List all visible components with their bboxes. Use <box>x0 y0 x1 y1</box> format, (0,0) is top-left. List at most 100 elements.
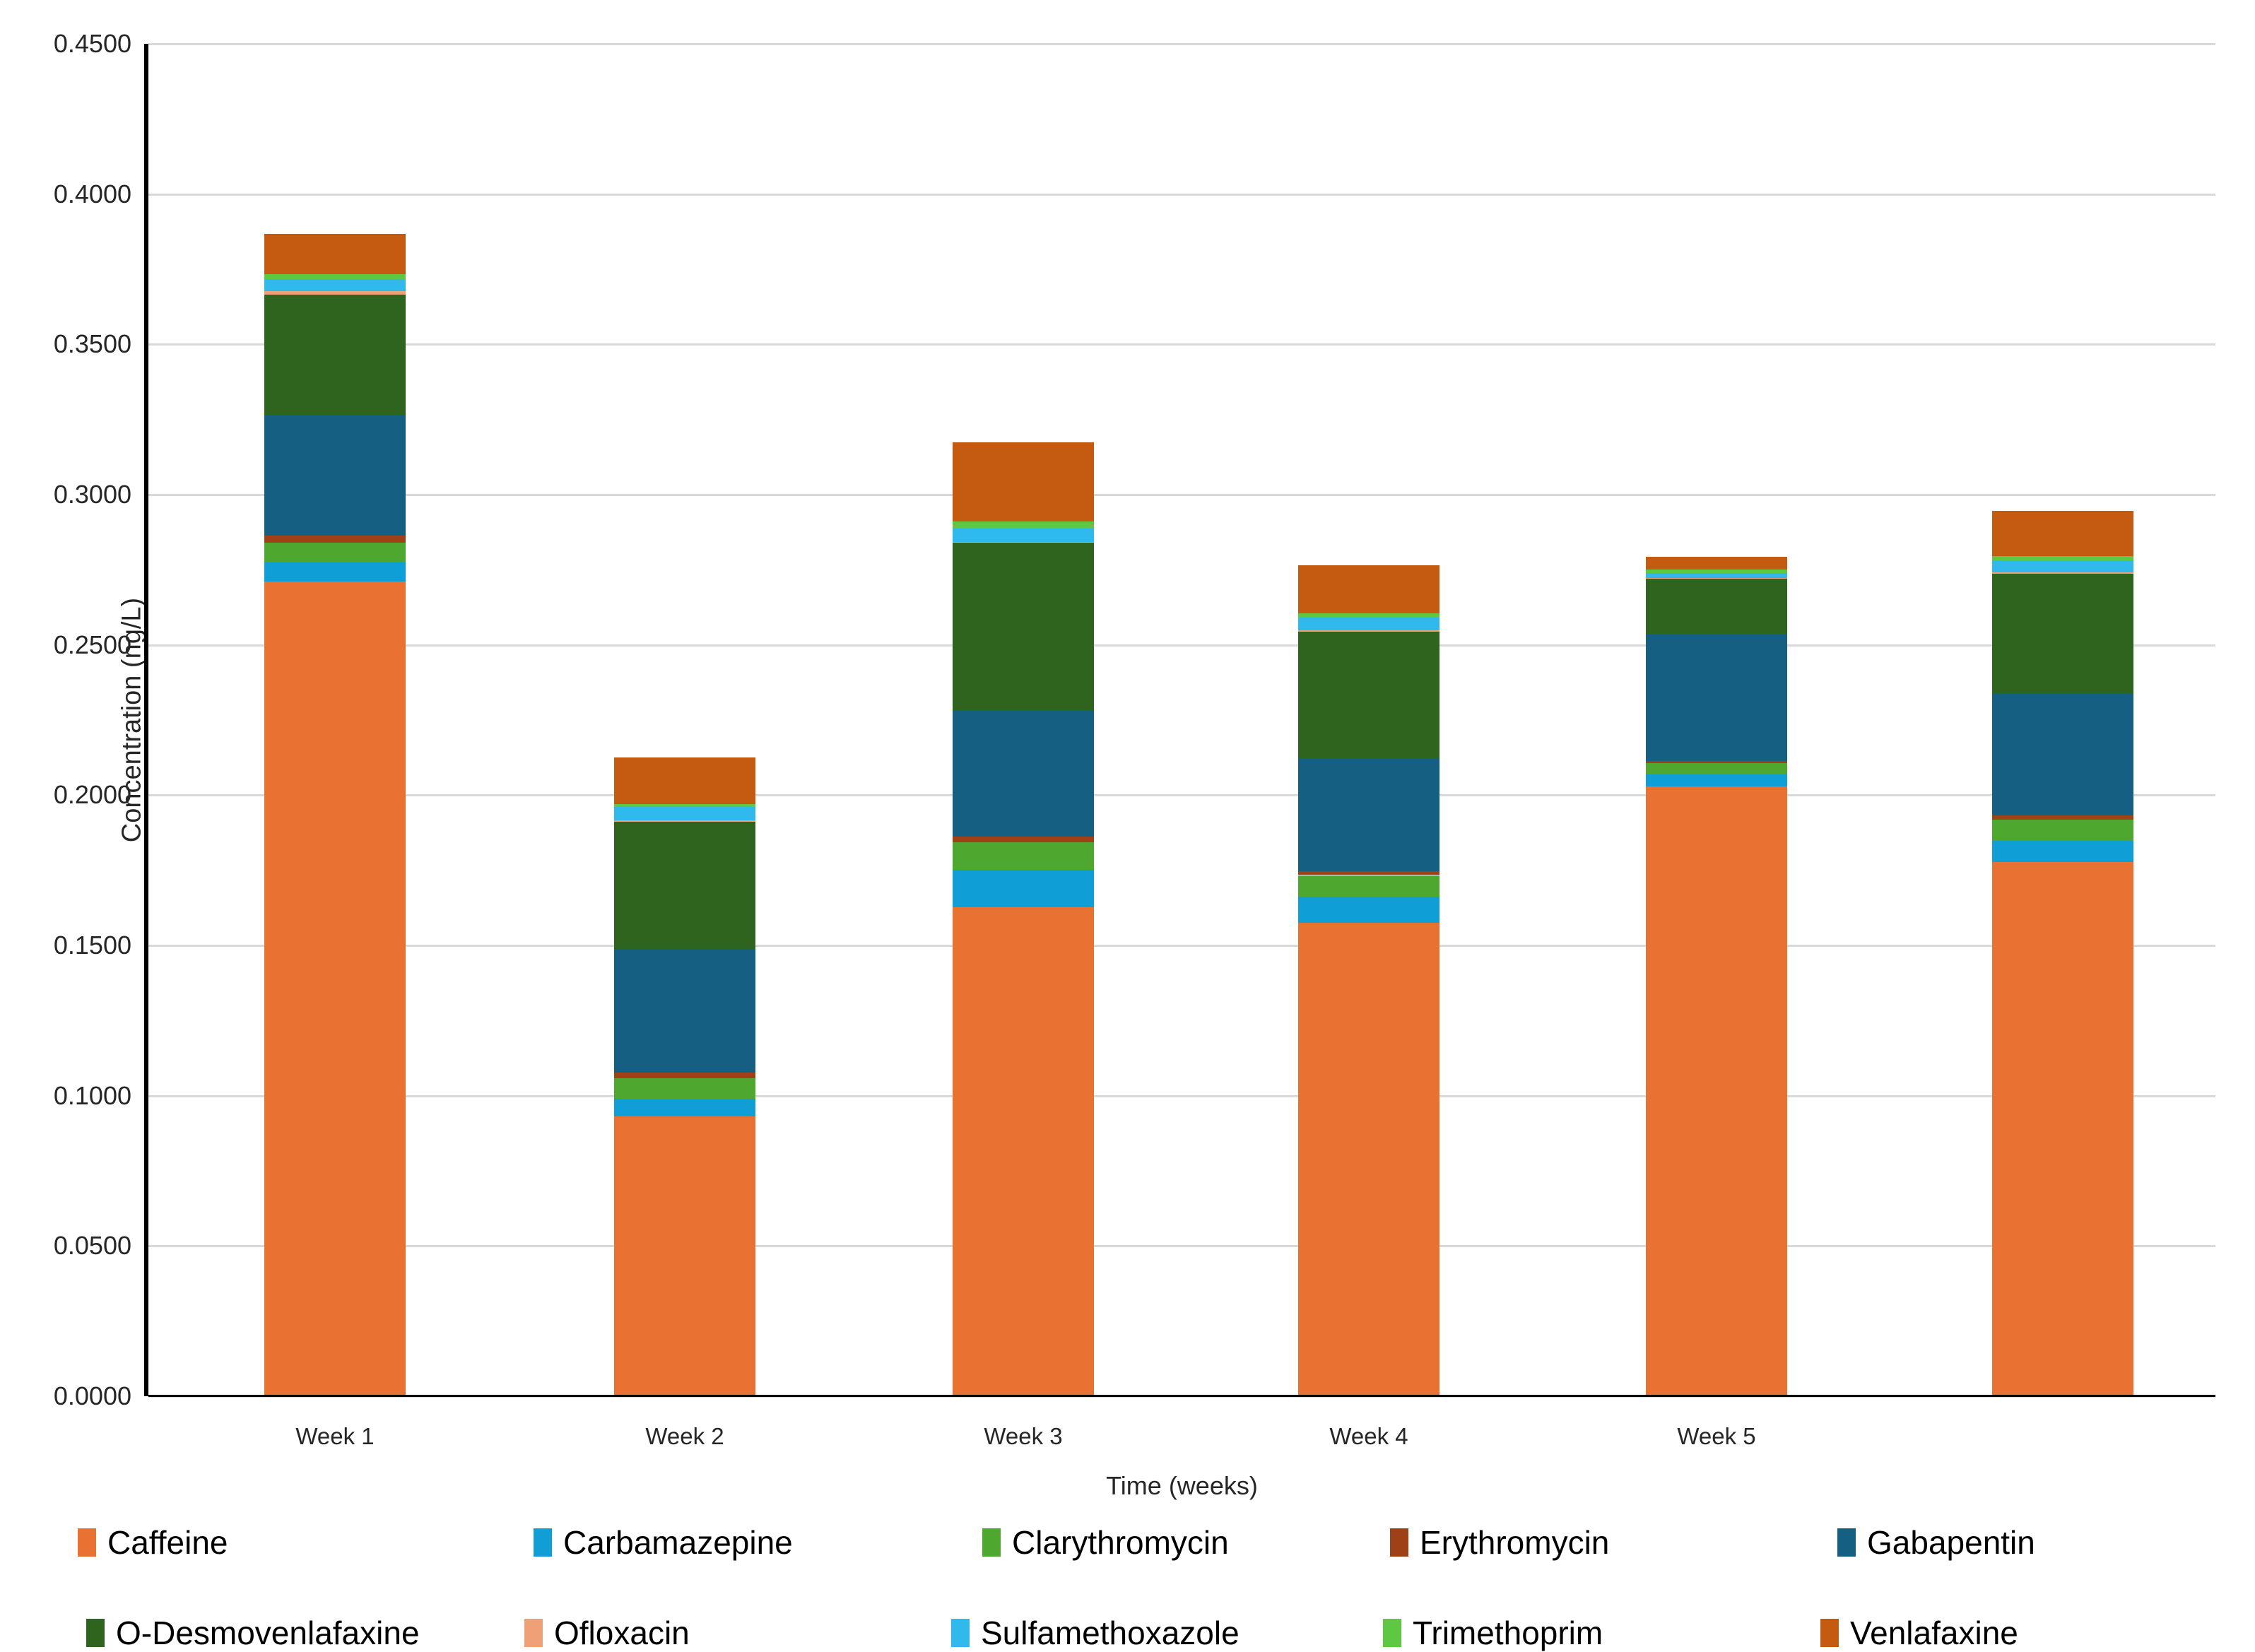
bar-week-2 <box>614 44 755 1396</box>
x-axis-line <box>148 1395 2215 1397</box>
gridline <box>148 343 2215 346</box>
legend-label: Erythromycin <box>1420 1524 1610 1561</box>
y-tick-label: 0.1500 <box>53 931 131 960</box>
bar-segment-erythromycin[interactable] <box>1646 760 1787 764</box>
bar-segment-caffeine[interactable] <box>1992 861 2133 1396</box>
bar-segment-clarythromycin[interactable] <box>1646 763 1787 774</box>
plot-area <box>148 43 2215 1398</box>
legend-label: Venlafaxine <box>1850 1615 2018 1651</box>
gridline <box>148 794 2215 797</box>
bar-segment-sulfamethoxazole[interactable] <box>1298 617 1439 630</box>
bar-segment-ofloxacin[interactable] <box>614 820 755 822</box>
bar-segment-caffeine[interactable] <box>1298 923 1439 1396</box>
bar-segment-trimethoprim[interactable] <box>264 273 406 279</box>
bar-segment-clarythromycin[interactable] <box>614 1078 755 1099</box>
legend-label: O-Desmovenlafaxine <box>116 1615 420 1651</box>
bar-segment-trimethoprim[interactable] <box>1992 556 2133 560</box>
bar-segment-clarythromycin[interactable] <box>1298 875 1439 897</box>
legend-label: Ofloxacin <box>554 1615 690 1651</box>
bar-segment-clarythromycin[interactable] <box>264 542 406 562</box>
bar-segment-caffeine[interactable] <box>953 907 1094 1396</box>
bar-segment-sulfamethoxazole[interactable] <box>1992 560 2133 573</box>
bar-segment-venlafaxine[interactable] <box>264 233 406 274</box>
bar-segment-carbamazepine[interactable] <box>614 1098 755 1116</box>
legend-item-trimethoprim[interactable]: Trimethoprim <box>1383 1608 1603 1652</box>
legend-swatch-sulfamethoxazole <box>951 1619 970 1647</box>
bar-segment-venlafaxine[interactable] <box>1298 565 1439 614</box>
bar-segment-o-desmovenlafaxine[interactable] <box>1992 573 2133 693</box>
legend-swatch-caffeine <box>78 1528 96 1557</box>
bar-segment-carbamazepine[interactable] <box>1298 897 1439 924</box>
x-category-label: Week 1 <box>295 1423 375 1449</box>
legend-swatch-gabapentin <box>1837 1528 1856 1557</box>
bar-segment-caffeine[interactable] <box>1646 786 1787 1396</box>
legend-item-caffeine[interactable]: Caffeine <box>78 1518 228 1567</box>
bar-segment-venlafaxine[interactable] <box>953 442 1094 522</box>
bar-segment-trimethoprim[interactable] <box>1298 613 1439 618</box>
legend-item-carbamazepine[interactable]: Carbamazepine <box>534 1518 793 1567</box>
gridline <box>148 945 2215 947</box>
legend-item-clarythromycin[interactable]: Clarythromycin <box>982 1518 1229 1567</box>
bar-segment-erythromycin[interactable] <box>1298 871 1439 875</box>
bar-segment-ofloxacin[interactable] <box>264 291 406 295</box>
bar-segment-gabapentin[interactable] <box>264 414 406 536</box>
bar-segment-clarythromycin[interactable] <box>1992 820 2133 841</box>
y-tick-label: 0.4000 <box>53 179 131 208</box>
bar-segment-o-desmovenlafaxine[interactable] <box>1298 631 1439 759</box>
bar-segment-caffeine[interactable] <box>264 581 406 1396</box>
bar-segment-caffeine[interactable] <box>614 1116 755 1396</box>
x-category-label: Week 3 <box>984 1423 1063 1449</box>
bar-segment-carbamazepine[interactable] <box>953 870 1094 907</box>
bar-segment-venlafaxine[interactable] <box>614 757 755 804</box>
bar-segment-trimethoprim[interactable] <box>1646 570 1787 574</box>
legend-item-venlafaxine[interactable]: Venlafaxine <box>1820 1608 2018 1652</box>
bar-segment-erythromycin[interactable] <box>1992 815 2133 820</box>
bar-segment-gabapentin[interactable] <box>1992 692 2133 816</box>
bar-segment-trimethoprim[interactable] <box>614 803 755 807</box>
gridline <box>148 644 2215 647</box>
bar-segment-o-desmovenlafaxine[interactable] <box>264 295 406 415</box>
bar-segment-carbamazepine[interactable] <box>1646 774 1787 786</box>
bar-segment-sulfamethoxazole[interactable] <box>264 278 406 292</box>
bar-segment-ofloxacin[interactable] <box>953 541 1094 543</box>
bar-segment-carbamazepine[interactable] <box>264 562 406 582</box>
y-tick-label: 0.2500 <box>53 630 131 659</box>
bar-week-1 <box>264 44 406 1396</box>
bar-segment-erythromycin[interactable] <box>264 535 406 543</box>
legend-item-ofloxacin[interactable]: Ofloxacin <box>524 1608 690 1652</box>
legend-item-sulfamethoxazole[interactable]: Sulfamethoxazole <box>951 1608 1240 1652</box>
bar-segment-erythromycin[interactable] <box>953 836 1094 843</box>
bar-segment-sulfamethoxazole[interactable] <box>953 528 1094 542</box>
bar-segment-erythromycin[interactable] <box>614 1072 755 1079</box>
legend-swatch-o-desmovenlafaxine <box>86 1619 105 1647</box>
bar-segment-carbamazepine[interactable] <box>1992 841 2133 862</box>
legend-swatch-trimethoprim <box>1383 1619 1401 1647</box>
bar-segment-gabapentin[interactable] <box>1646 633 1787 761</box>
bar-segment-gabapentin[interactable] <box>614 949 755 1073</box>
bar-segment-o-desmovenlafaxine[interactable] <box>1646 579 1787 634</box>
legend-swatch-venlafaxine <box>1820 1619 1839 1647</box>
bar-segment-gabapentin[interactable] <box>953 709 1094 837</box>
bar-segment-ofloxacin[interactable] <box>1646 577 1787 579</box>
legend-label: Caffeine <box>107 1524 228 1561</box>
legend-label: Carbamazepine <box>563 1524 793 1561</box>
bar-segment-ofloxacin[interactable] <box>1992 572 2133 574</box>
bar-segment-trimethoprim[interactable] <box>953 521 1094 529</box>
legend-label: Clarythromycin <box>1012 1524 1229 1561</box>
bar-week-4 <box>1298 44 1439 1396</box>
bar-segment-o-desmovenlafaxine[interactable] <box>953 543 1094 710</box>
bar-segment-venlafaxine[interactable] <box>1992 511 2133 557</box>
bar-segment-gabapentin[interactable] <box>1298 758 1439 871</box>
legend-item-o-desmovenlafaxine[interactable]: O-Desmovenlafaxine <box>86 1608 420 1652</box>
legend-row-2: O-Desmovenlafaxine Ofloxacin Sulfamethoxaz… <box>0 1608 2255 1652</box>
bar-segment-clarythromycin[interactable] <box>953 842 1094 871</box>
bar-segment-ofloxacin[interactable] <box>1298 630 1439 632</box>
gridline <box>148 43 2215 45</box>
bar-segment-venlafaxine[interactable] <box>1646 556 1787 570</box>
bar-segment-sulfamethoxazole[interactable] <box>614 806 755 821</box>
gridline <box>148 1245 2215 1248</box>
legend-item-erythromycin[interactable]: Erythromycin <box>1390 1518 1609 1567</box>
bar-segment-sulfamethoxazole[interactable] <box>1646 573 1787 578</box>
bar-segment-o-desmovenlafaxine[interactable] <box>614 821 755 950</box>
legend-item-gabapentin[interactable]: Gabapentin <box>1837 1518 2035 1567</box>
